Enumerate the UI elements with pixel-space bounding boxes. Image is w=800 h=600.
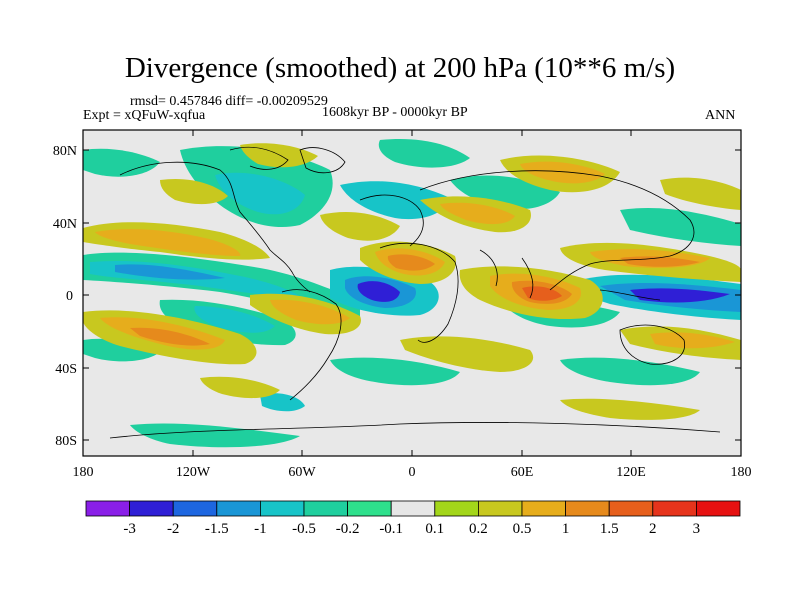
colorbar-box	[652, 500, 697, 517]
colorbar-label: -2	[167, 521, 180, 537]
x-tick-label: 60W	[288, 465, 316, 480]
colorbar-label: -1	[254, 521, 267, 537]
arabia-coast	[479, 249, 498, 287]
colorbar-label: -1.5	[205, 521, 229, 537]
colorbar	[85, 500, 741, 517]
india-coast	[521, 257, 534, 299]
north-america-coast	[119, 161, 311, 293]
x-tick-label: 180	[731, 465, 752, 480]
colorbar-box	[434, 500, 479, 517]
colorbar-box	[608, 500, 654, 517]
x-tick-label: 120E	[616, 465, 646, 480]
colorbar-box	[390, 500, 436, 517]
x-tick-label: 60E	[511, 465, 534, 480]
y-tick-label: 40S	[55, 362, 77, 377]
map-field	[83, 130, 741, 456]
colorbar-label: -0.1	[379, 521, 403, 537]
antarctica-coast	[109, 422, 721, 439]
colorbar-label: 3	[693, 521, 701, 537]
colorbar-label: 0.5	[513, 521, 532, 537]
africa-coast	[379, 242, 459, 343]
colorbar-label: -3	[123, 521, 136, 537]
colorbar-box	[347, 500, 392, 517]
south-america-coast	[281, 289, 342, 401]
colorbar-labels: -3 -2 -1.5 -1 -0.5 -0.2 -0.1 0.1 0.2 0.5 1 1.5 2 3	[123, 521, 700, 537]
australia-coast	[619, 324, 685, 365]
colorbar-box	[259, 500, 305, 517]
colorbar-label: 1	[562, 521, 570, 537]
colorbar-box	[85, 500, 130, 517]
colorbar-box	[216, 500, 261, 517]
colorbar-box	[129, 500, 174, 517]
colorbar-box	[696, 500, 741, 517]
colorbar-label: 2	[649, 521, 657, 537]
x-tick-label: 120W	[176, 465, 211, 480]
x-tick-label: 0	[409, 465, 416, 480]
indonesia-coast	[599, 289, 661, 301]
colorbar-box	[477, 500, 523, 517]
colorbar-label: -0.2	[336, 521, 360, 537]
y-tick-label: 40N	[53, 217, 77, 232]
greenland-coast	[299, 147, 346, 174]
experiment-label: Expt = xQFuW-xqfua	[83, 108, 206, 123]
time-period-label: 1608kyr BP - 0000kyr BP	[322, 105, 468, 120]
season-label: ANN	[705, 108, 736, 123]
europe-coast	[359, 194, 424, 247]
plot-title: Divergence (smoothed) at 200 hPa (10**6 …	[124, 52, 676, 84]
arctic-islands-coast	[229, 146, 289, 170]
y-tick-label: 80N	[53, 144, 77, 159]
asia-coast	[419, 170, 695, 291]
axis-ticks	[83, 130, 741, 456]
colorbar-label: -0.5	[292, 521, 316, 537]
colorbar-box	[303, 500, 348, 517]
colorbar-label: 0.1	[425, 521, 444, 537]
y-tick-label: 80S	[55, 434, 77, 449]
colorbar-box	[521, 500, 566, 517]
colorbar-label: 0.2	[469, 521, 488, 537]
x-tick-label: 180	[73, 465, 94, 480]
colorbar-box	[565, 500, 610, 517]
y-tick-label: 0	[66, 289, 73, 304]
colorbar-label: 1.5	[600, 521, 619, 537]
rmsd-diff-stats: rmsd= 0.457846 diff= -0.00209529	[130, 94, 328, 109]
divergence-regions	[83, 143, 741, 420]
colorbar-box	[172, 500, 218, 517]
coastlines	[109, 146, 721, 439]
